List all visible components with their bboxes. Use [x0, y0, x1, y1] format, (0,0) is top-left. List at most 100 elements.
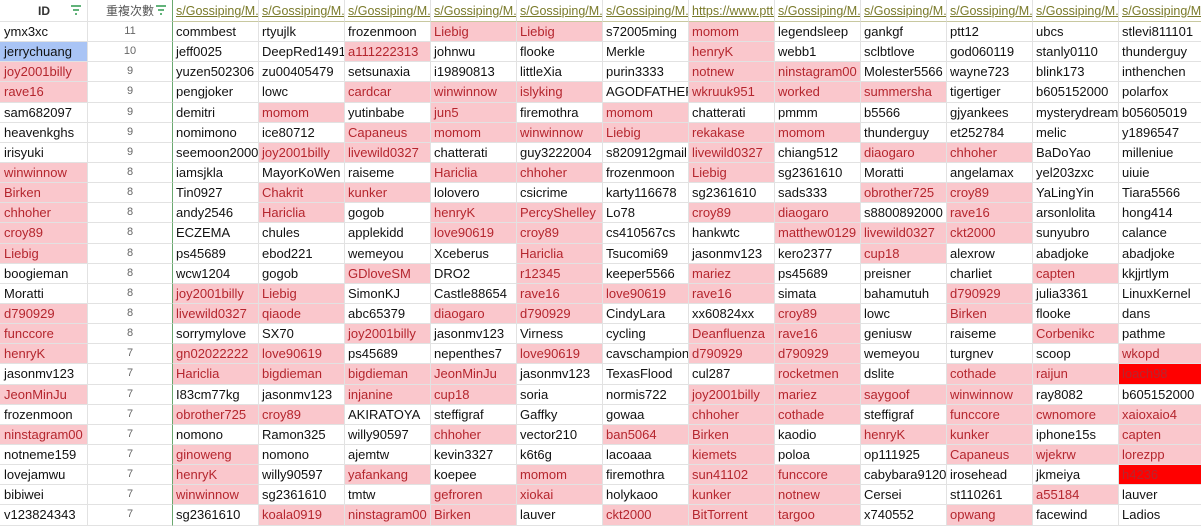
data-cell[interactable]: Liebig: [603, 122, 689, 143]
count-cell[interactable]: 9: [88, 122, 173, 143]
data-cell[interactable]: gogob: [345, 203, 431, 224]
column-header-link[interactable]: s/Gossiping/M.15: [517, 0, 603, 22]
data-cell[interactable]: tmtw: [345, 485, 431, 506]
data-cell[interactable]: lowc: [259, 82, 345, 103]
data-cell[interactable]: st110261: [947, 485, 1033, 506]
data-cell[interactable]: sg2361610: [259, 485, 345, 506]
data-cell[interactable]: csicrime: [517, 183, 603, 204]
data-cell[interactable]: polarfox: [1119, 82, 1201, 103]
data-cell[interactable]: facewind: [1033, 505, 1119, 526]
column-header-id[interactable]: ID: [0, 0, 88, 22]
data-cell[interactable]: keeper5566: [603, 263, 689, 284]
data-cell[interactable]: ptt12: [947, 22, 1033, 43]
id-cell[interactable]: irisyuki: [0, 142, 88, 163]
count-cell[interactable]: 9: [88, 142, 173, 163]
data-cell[interactable]: MayorKoWen: [259, 162, 345, 184]
data-cell[interactable]: CindyLara: [603, 303, 689, 325]
data-cell[interactable]: applekidd: [345, 223, 431, 244]
data-cell[interactable]: ECZEMA: [173, 223, 259, 244]
data-cell[interactable]: cavschampion: [603, 344, 689, 365]
data-cell[interactable]: sclbtlove: [861, 42, 947, 63]
data-cell[interactable]: wayne723: [947, 62, 1033, 83]
data-cell[interactable]: rave16: [689, 283, 775, 304]
count-cell[interactable]: 9: [88, 102, 173, 123]
data-cell[interactable]: d790929: [947, 283, 1033, 304]
data-cell[interactable]: croy89: [775, 303, 861, 325]
data-cell[interactable]: thunderguy: [861, 122, 947, 143]
data-cell[interactable]: ray8082: [1033, 384, 1119, 405]
data-cell[interactable]: kevin3327: [431, 444, 517, 466]
data-cell[interactable]: d790929: [775, 344, 861, 365]
data-cell[interactable]: hong414: [1119, 203, 1201, 224]
data-cell[interactable]: b605152000: [1119, 385, 1201, 405]
data-cell[interactable]: d790929: [517, 303, 603, 325]
count-cell[interactable]: 8: [88, 183, 173, 204]
data-cell[interactable]: saygoof: [861, 384, 947, 405]
data-cell[interactable]: kkjjrtlym: [1119, 264, 1201, 284]
column-header-link[interactable]: s/Gossiping/M.15: [1033, 0, 1119, 22]
data-cell[interactable]: god060119: [947, 42, 1033, 63]
id-cell[interactable]: sam682097: [0, 102, 88, 123]
count-cell[interactable]: 9: [88, 62, 173, 83]
data-cell[interactable]: notnew: [689, 62, 775, 83]
id-cell[interactable]: frozenmoon: [0, 404, 88, 425]
data-cell[interactable]: ice80712: [259, 122, 345, 143]
id-cell[interactable]: croy89: [0, 223, 88, 244]
data-cell[interactable]: Molester5566: [861, 62, 947, 83]
data-cell[interactable]: uiuie: [1119, 163, 1201, 184]
data-cell[interactable]: Chakrit: [259, 183, 345, 204]
data-cell[interactable]: mariez: [689, 263, 775, 284]
data-cell[interactable]: steffigraf: [861, 404, 947, 425]
data-cell[interactable]: sads333: [775, 183, 861, 204]
data-cell[interactable]: holykaoo: [603, 485, 689, 506]
data-cell[interactable]: Tin0927: [173, 183, 259, 204]
id-cell[interactable]: jerrychuang: [0, 42, 88, 63]
data-cell[interactable]: jun5: [431, 102, 517, 123]
data-cell[interactable]: blink173: [1033, 62, 1119, 83]
data-cell[interactable]: firemothra: [517, 102, 603, 123]
data-cell[interactable]: abc65379: [345, 303, 431, 325]
data-cell[interactable]: capten: [1119, 424, 1201, 445]
data-cell[interactable]: rocketmen: [775, 364, 861, 385]
filter-icon[interactable]: [156, 5, 166, 15]
data-cell[interactable]: winwinnow: [431, 82, 517, 103]
count-cell[interactable]: 7: [88, 364, 173, 385]
data-cell[interactable]: Hariclia: [259, 203, 345, 224]
data-cell[interactable]: iamsjkla: [173, 162, 259, 184]
data-cell[interactable]: turgnev: [947, 344, 1033, 365]
data-cell[interactable]: yutinbabe: [345, 102, 431, 123]
id-cell[interactable]: JeonMinJu: [0, 384, 88, 405]
data-cell[interactable]: sg2361610: [173, 505, 259, 526]
column-header-link[interactable]: s/Gossiping/M.15: [603, 0, 689, 22]
data-cell[interactable]: jeff0025: [173, 42, 259, 63]
id-cell[interactable]: jasonmv123: [0, 364, 88, 385]
data-cell[interactable]: matthew0129: [775, 223, 861, 244]
id-cell[interactable]: Moratti: [0, 283, 88, 304]
data-cell[interactable]: Capaneus: [345, 122, 431, 143]
data-cell[interactable]: ninstagram00: [345, 505, 431, 526]
data-cell[interactable]: hankwtc: [689, 223, 775, 244]
data-cell[interactable]: ubcs: [1033, 22, 1119, 43]
data-cell[interactable]: s8800892000: [861, 203, 947, 224]
data-cell[interactable]: Liebig: [431, 22, 517, 43]
data-cell[interactable]: soria: [517, 384, 603, 405]
data-cell[interactable]: chhoher: [947, 142, 1033, 163]
data-cell[interactable]: opwang: [947, 505, 1033, 526]
data-cell[interactable]: croy89: [259, 404, 345, 425]
id-cell[interactable]: ymx3xc: [0, 22, 88, 43]
data-cell[interactable]: gn02022222: [173, 344, 259, 365]
data-cell[interactable]: willy90597: [345, 424, 431, 445]
data-cell[interactable]: mysterydream: [1033, 102, 1119, 123]
data-cell[interactable]: a55184: [1033, 485, 1119, 506]
data-cell[interactable]: JeonMinJu: [431, 364, 517, 385]
data-cell[interactable]: kunker: [345, 183, 431, 204]
data-cell[interactable]: rave16: [775, 324, 861, 345]
data-cell[interactable]: wjekrw: [1033, 444, 1119, 466]
id-cell[interactable]: rave16: [0, 82, 88, 103]
data-cell[interactable]: ps45689: [775, 263, 861, 284]
data-cell[interactable]: cothade: [775, 404, 861, 425]
data-cell[interactable]: abadjoke: [1033, 243, 1119, 264]
data-cell[interactable]: inthenchen: [1119, 62, 1201, 83]
data-cell[interactable]: yafankang: [345, 465, 431, 486]
data-cell[interactable]: sun41102: [689, 465, 775, 486]
